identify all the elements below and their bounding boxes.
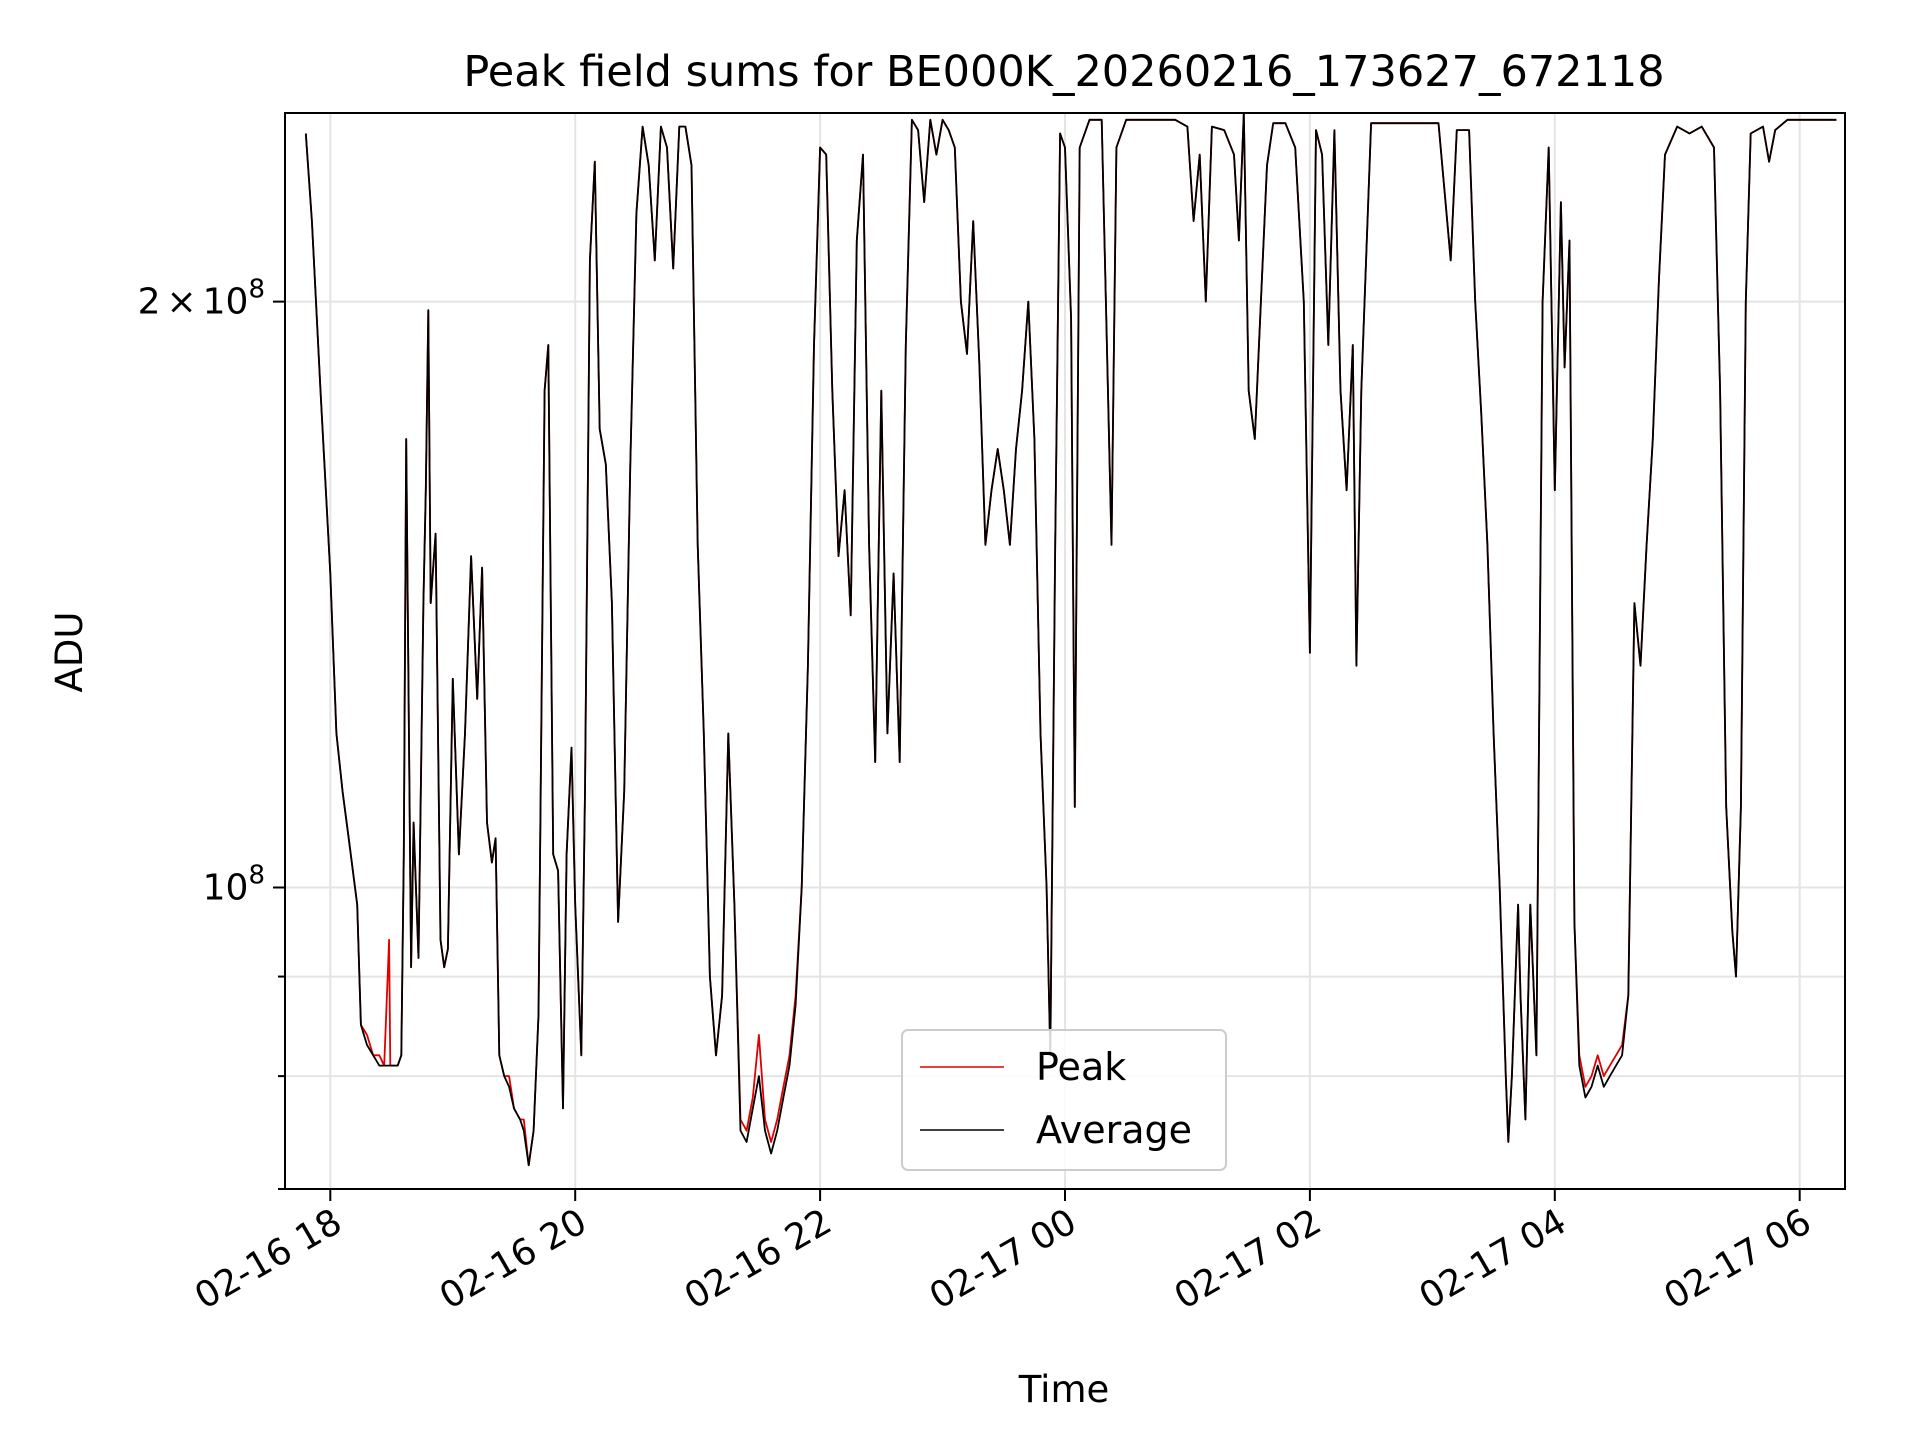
chart-title: Peak field sums for BE000K_20260216_1736… xyxy=(463,47,1664,97)
series-line-average xyxy=(304,112,1837,1167)
y-tick-coef: 2 xyxy=(138,282,161,323)
y-tick-exponent: 8 xyxy=(248,861,265,891)
y-tick-label: 2 × 108 xyxy=(138,275,265,323)
y-axis-label: ADU xyxy=(48,612,91,693)
x-axis-label: Time xyxy=(1018,1368,1110,1411)
series-layer xyxy=(304,112,1837,1167)
legend-average-label: Average xyxy=(1036,1108,1192,1152)
y-tick-times: × xyxy=(166,282,196,323)
legend-peak-label: Peak xyxy=(1036,1045,1126,1089)
y-tick-exponent: 8 xyxy=(248,275,265,305)
y-tick-base: 10 xyxy=(203,282,249,323)
legend: Peak Average xyxy=(901,1029,1227,1171)
y-tick-base: 10 xyxy=(203,868,249,909)
legend-box xyxy=(901,1029,1227,1171)
y-tick-label: 108 xyxy=(203,861,265,909)
